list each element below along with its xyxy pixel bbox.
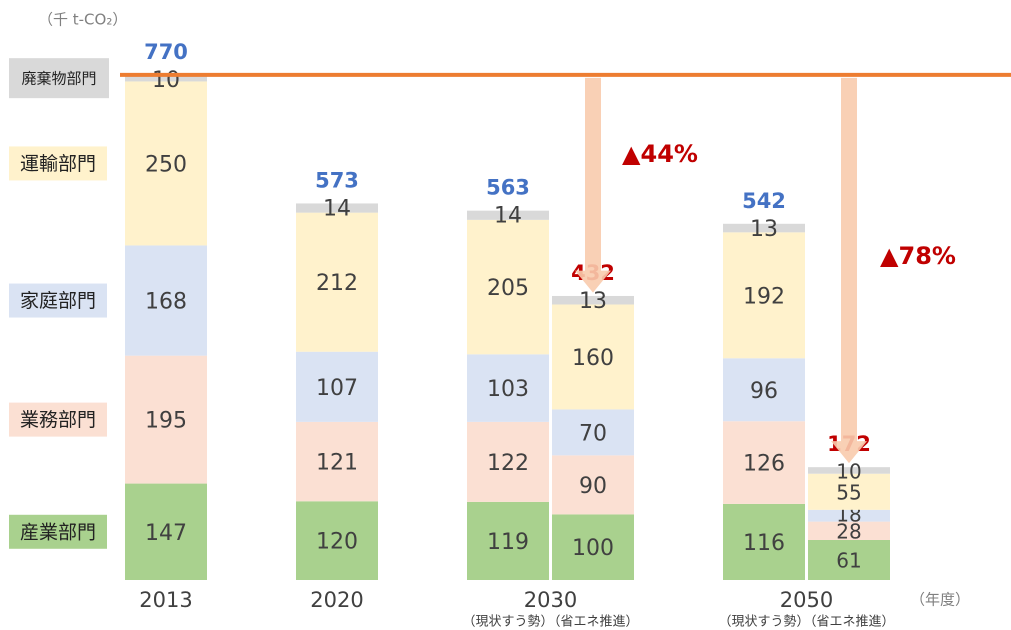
bar-segment bbox=[723, 503, 805, 580]
legend-label: 家庭部門 bbox=[20, 290, 96, 312]
bar-segment bbox=[552, 295, 634, 305]
segment-label: 70 bbox=[579, 421, 607, 446]
total-label: 573 bbox=[315, 168, 359, 192]
x-tick-label: 2050 bbox=[780, 588, 833, 612]
x-sub-label: （省エネ推進） bbox=[547, 615, 638, 630]
legend-label: 廃棄物部門 bbox=[21, 70, 96, 88]
segment-label: 28 bbox=[836, 519, 861, 543]
bar-segment bbox=[296, 203, 378, 213]
legend-label: 業務部門 bbox=[20, 409, 96, 431]
annotation: ▲44% bbox=[622, 140, 698, 168]
segment-label: 160 bbox=[572, 346, 614, 371]
bar-segment bbox=[808, 509, 890, 522]
bar-segment bbox=[723, 223, 805, 233]
bar-segment bbox=[296, 212, 378, 352]
bar-segment bbox=[467, 421, 549, 502]
segment-label: 61 bbox=[836, 548, 861, 572]
bar-segment bbox=[808, 467, 890, 474]
bar-segment bbox=[552, 455, 634, 515]
x-tick-label: 2020 bbox=[310, 588, 363, 612]
legend-swatch bbox=[9, 402, 107, 437]
segment-label: 10 bbox=[152, 68, 180, 93]
segment-label: 13 bbox=[579, 289, 607, 314]
bar-segment bbox=[552, 409, 634, 456]
unit-label: （千 t-CO₂） bbox=[38, 11, 127, 29]
bar-segment bbox=[808, 521, 890, 540]
segment-label: 55 bbox=[836, 480, 861, 504]
bar-segment bbox=[467, 210, 549, 220]
bar-segment bbox=[125, 81, 207, 246]
x-unit-label: （年度） bbox=[910, 591, 970, 609]
segment-label: 195 bbox=[145, 409, 187, 434]
bar-segment bbox=[125, 74, 207, 82]
reduction-arrow bbox=[575, 77, 611, 293]
bar-segment bbox=[296, 351, 378, 422]
segment-label: 107 bbox=[316, 376, 358, 401]
bar-segment bbox=[296, 421, 378, 502]
bar-segment bbox=[723, 421, 805, 504]
x-sub-label: （現状すう勢） bbox=[718, 615, 809, 630]
annotation: ▲78% bbox=[880, 242, 956, 270]
x-sub-label: （現状すう勢） bbox=[462, 615, 553, 630]
bar-segment bbox=[125, 355, 207, 484]
segment-label: 120 bbox=[316, 530, 358, 555]
bar-segment bbox=[808, 539, 890, 580]
legend-swatch bbox=[9, 514, 107, 549]
reduction-arrow bbox=[831, 77, 867, 464]
segment-label: 212 bbox=[316, 271, 358, 296]
segment-label: 90 bbox=[579, 474, 607, 499]
bar-segment bbox=[467, 354, 549, 422]
bar-segment bbox=[808, 473, 890, 510]
segment-label: 168 bbox=[145, 290, 187, 315]
segment-label: 100 bbox=[572, 536, 614, 561]
bar-segment bbox=[125, 245, 207, 356]
legend-label: 産業部門 bbox=[20, 521, 96, 543]
legend-label: 運輸部門 bbox=[20, 153, 96, 175]
segment-label: 121 bbox=[316, 451, 358, 476]
bar-segment bbox=[296, 501, 378, 580]
segment-label: 14 bbox=[494, 204, 522, 229]
total-label: 542 bbox=[742, 189, 786, 213]
segment-label: 147 bbox=[145, 521, 187, 546]
segment-label: 103 bbox=[487, 377, 529, 402]
total-label: 563 bbox=[486, 176, 530, 200]
segment-label: 10 bbox=[836, 460, 861, 484]
segment-label: 122 bbox=[487, 451, 529, 476]
segment-label: 14 bbox=[323, 196, 351, 221]
segment-label: 116 bbox=[743, 531, 785, 556]
legend-swatch bbox=[9, 58, 109, 99]
x-sub-label: （省エネ推進） bbox=[803, 615, 894, 630]
bar-segment bbox=[552, 304, 634, 410]
x-tick-label: 2030 bbox=[524, 588, 577, 612]
segment-label: 126 bbox=[743, 452, 785, 477]
x-tick-label: 2013 bbox=[139, 588, 192, 612]
segment-label: 205 bbox=[487, 276, 529, 301]
segment-label: 192 bbox=[743, 284, 785, 309]
segment-label: 119 bbox=[487, 530, 529, 555]
legend-swatch bbox=[9, 283, 107, 318]
total-label: 770 bbox=[144, 40, 188, 64]
bar-segment bbox=[552, 514, 634, 580]
bar-segment bbox=[125, 483, 207, 580]
segment-label: 250 bbox=[145, 152, 187, 177]
bar-segment bbox=[723, 232, 805, 359]
bar-segment bbox=[467, 219, 549, 355]
legend-swatch bbox=[9, 146, 107, 181]
segment-label: 13 bbox=[750, 217, 778, 242]
bar-segment bbox=[723, 358, 805, 422]
bar-segment bbox=[467, 501, 549, 580]
segment-label: 96 bbox=[750, 379, 778, 404]
